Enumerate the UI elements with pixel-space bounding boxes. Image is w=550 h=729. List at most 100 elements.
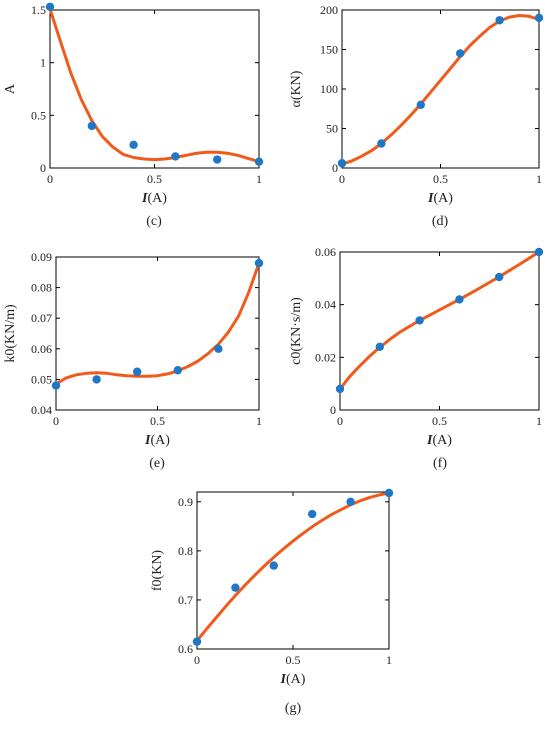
y-axis-label: α(KN) bbox=[289, 70, 304, 107]
data-point bbox=[495, 272, 504, 282]
x-tick-label: 1 bbox=[256, 172, 262, 186]
data-point bbox=[51, 381, 61, 390]
x-tick-label: 0.5 bbox=[433, 172, 448, 186]
panel-caption-c: (c) bbox=[146, 214, 162, 229]
plot-frame bbox=[341, 9, 540, 169]
data-point bbox=[456, 49, 465, 58]
y-axis-label: c0(KN·s/m) bbox=[289, 297, 304, 365]
y-tick-label: 0.09 bbox=[31, 250, 52, 264]
chart-panel-d: 0 0.5 1 0 50 100 150 200 I(A) α(KN) (d) bbox=[289, 3, 544, 229]
fit-line-series bbox=[340, 14, 541, 166]
y-tick-label: 0.9 bbox=[178, 495, 193, 509]
data-point bbox=[214, 344, 223, 353]
y-axis-label: A bbox=[3, 83, 18, 94]
panel-caption-g: (g) bbox=[285, 701, 302, 716]
data-point bbox=[92, 375, 101, 384]
y-tick-label: 100 bbox=[320, 82, 338, 96]
data-point bbox=[213, 155, 222, 164]
x-tick-label: 0.5 bbox=[147, 172, 162, 186]
y-tick-label: 1.5 bbox=[31, 3, 46, 17]
data-point bbox=[415, 316, 424, 325]
x-tick-label: 0 bbox=[53, 414, 59, 428]
data-point bbox=[254, 258, 264, 268]
x-tick-label: 1 bbox=[536, 414, 542, 428]
data-point bbox=[455, 295, 464, 304]
x-tick-label: 0 bbox=[337, 414, 343, 428]
y-tick-label: 0.8 bbox=[178, 544, 193, 558]
data-point bbox=[254, 157, 264, 166]
data-point bbox=[231, 583, 240, 592]
y-tick-label: 0.5 bbox=[31, 108, 46, 122]
fit-line-series bbox=[54, 261, 261, 386]
data-point bbox=[534, 247, 544, 257]
x-axis-label: I(A) bbox=[427, 191, 453, 206]
y-axis-label: k0(KN/m) bbox=[3, 304, 18, 363]
y-tick-label: 1 bbox=[40, 56, 46, 70]
x-tick-label: 0 bbox=[194, 653, 200, 667]
y-tick-label: 0 bbox=[330, 403, 336, 417]
data-point bbox=[129, 140, 138, 150]
x-axis-label: I(A) bbox=[144, 433, 170, 448]
data-point bbox=[346, 497, 355, 507]
chart-panel-c: 0 0.5 1 0 0.5 1 1.5 I(A) A (c) bbox=[3, 2, 264, 229]
y-axis-label: f0(KN) bbox=[150, 550, 165, 592]
x-axis-symbol: I bbox=[141, 191, 148, 206]
chart-panel-g: 0 0.5 1 0.6 0.7 0.8 0.9 I(A) f0(KN) (g) bbox=[150, 488, 394, 716]
x-axis-symbol: I bbox=[280, 672, 287, 687]
plot-frame bbox=[339, 251, 540, 411]
x-axis-unit: (A) bbox=[286, 672, 306, 687]
y-tick-label: 0.02 bbox=[315, 350, 336, 364]
data-point bbox=[335, 384, 345, 394]
fit-line-series bbox=[338, 250, 541, 391]
x-tick-label: 0 bbox=[47, 172, 53, 186]
data-point bbox=[173, 366, 182, 375]
y-tick-label: 0.04 bbox=[31, 403, 52, 417]
panel-caption-f: (f) bbox=[433, 456, 447, 471]
chart-panel-e: 0 0.5 1 0.04 0.05 0.06 0.07 0.08 0.09 I(A) k0(KN/m… bbox=[3, 250, 264, 471]
x-axis-symbol: I bbox=[426, 433, 433, 448]
x-axis-unit: (A) bbox=[151, 433, 171, 448]
chart-panel-f: 0 0.5 1 0 0.02 0.04 0.06 I(A) c0(KN·s/m) (f) bbox=[289, 245, 544, 471]
y-tick-label: 0.08 bbox=[31, 281, 52, 295]
data-point bbox=[192, 637, 202, 646]
data-point bbox=[269, 561, 278, 570]
panel-caption-e: (e) bbox=[149, 456, 165, 471]
y-tick-label: 200 bbox=[320, 3, 338, 17]
data-point bbox=[45, 2, 55, 12]
fit-line-series bbox=[48, 7, 261, 164]
y-tick-label: 0 bbox=[40, 161, 46, 175]
x-tick-label: 1 bbox=[536, 172, 542, 186]
x-tick-label: 0.5 bbox=[286, 653, 301, 667]
x-tick-label: 0.5 bbox=[150, 414, 165, 428]
data-point bbox=[416, 100, 425, 110]
x-axis-unit: (A) bbox=[434, 191, 454, 206]
data-point bbox=[308, 509, 317, 519]
x-axis-label: I(A) bbox=[426, 433, 452, 448]
data-point bbox=[377, 139, 386, 148]
y-tick-label: 0.06 bbox=[31, 342, 52, 356]
x-axis-label: I(A) bbox=[141, 191, 167, 206]
x-tick-label: 0 bbox=[339, 172, 345, 186]
data-point bbox=[384, 488, 394, 498]
y-tick-label: 0.7 bbox=[178, 593, 193, 607]
x-tick-label: 1 bbox=[256, 414, 262, 428]
x-axis-unit: (A) bbox=[148, 191, 168, 206]
data-point bbox=[495, 16, 504, 25]
fit-line-series bbox=[195, 491, 391, 643]
y-tick-label: 0.07 bbox=[31, 311, 52, 325]
y-tick-label: 0.05 bbox=[31, 372, 52, 386]
panel-caption-d: (d) bbox=[432, 214, 449, 229]
y-tick-label: 50 bbox=[326, 122, 338, 136]
y-tick-label: 0 bbox=[332, 161, 338, 175]
data-point bbox=[534, 13, 544, 23]
x-axis-unit: (A) bbox=[433, 433, 453, 448]
x-axis-symbol: I bbox=[144, 433, 151, 448]
data-point bbox=[87, 121, 97, 131]
x-axis-label: I(A) bbox=[280, 672, 306, 687]
plot-frame bbox=[196, 491, 390, 650]
data-point bbox=[337, 159, 347, 168]
data-point bbox=[171, 152, 180, 161]
plot-frame bbox=[49, 9, 260, 169]
data-point bbox=[133, 367, 142, 376]
